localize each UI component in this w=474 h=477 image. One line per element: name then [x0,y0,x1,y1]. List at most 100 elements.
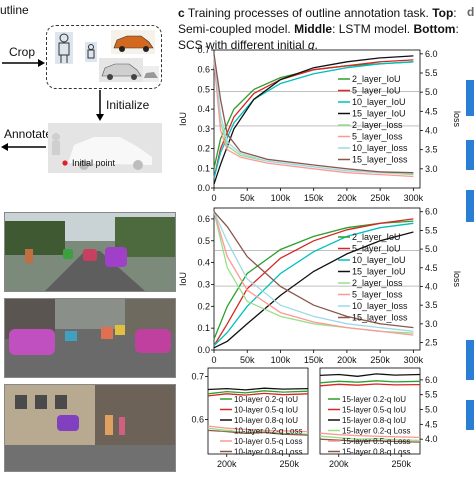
series-line [319,432,421,439]
crop-arrow [2,59,45,67]
x-tick-label: 250k [391,459,411,469]
y-tick-label: 0.2 [197,301,210,311]
legend-entry: 2_layer_loss [352,278,403,288]
y2-tick-label: 5.5 [425,68,438,78]
series-line [319,373,421,377]
y-tick-label: 0.3 [197,279,210,289]
y2-tick-label: 4.5 [425,106,438,116]
legend-entry: 10_layer_IoU [352,255,406,265]
y-tick-label: 0.0 [197,183,210,193]
legend-entry: 15-layer 0.8-q IoU [342,416,406,425]
y2-tick-label: 5.5 [425,225,438,235]
chart-bottom-left: 200k 250k 0.6 0.7 10-layer 0.2-q IoU 10-layer… [178,360,314,477]
y-tick-label: 0.5 [197,236,210,246]
legend-entry: 10-layer 0.5-q IoU [234,406,298,415]
legend-entry: 15_layer_IoU [352,267,406,277]
y2-axis-label: loss [452,111,462,128]
legend-entry: 15_layer_IoU [352,109,406,119]
series-line [213,231,414,349]
legend-entry: 15-layer 0.2-q Loss [342,427,410,436]
legend-entry: 10_layer_loss [352,301,408,311]
legend-entry: 5_layer_loss [352,290,403,300]
chart-middle-svg: 0 50k 100k 150k 200k 250k 300k 0.0 0.1 0.2 0.3 0.4 0… [178,207,462,365]
legend-entry: 2_layer_IoU [352,232,401,242]
legend-entry: 15-layer 0.8-q Loss [342,448,410,457]
y-tick-label: 0.3 [197,124,210,134]
series-line [319,438,421,443]
x-tick-label: 150k [304,193,324,203]
x-tick-label: 100k [271,193,291,203]
y-tick-label: 4.5 [425,419,438,429]
x-tick-label: 250k [370,193,390,203]
y2-tick-label: 2.5 [425,338,438,348]
y-axis-label: IoU [178,112,188,126]
series-line [213,218,414,346]
plot-frame [213,207,421,351]
x-tick-label: 250k [370,355,390,365]
series-line [213,222,414,347]
y2-tick-label: 3.0 [425,319,438,329]
x-tick-label: 300k [404,193,424,203]
series-line [213,55,414,185]
legend-entry: 2_layer_IoU [352,74,401,84]
x-tick-label: 200k [337,193,357,203]
legend-entry: 5_layer_IoU [352,86,401,96]
series-line [319,383,421,387]
y-tick-label: 0.1 [197,163,210,173]
chart-middle: 0 50k 100k 150k 200k 250k 300k 0.0 0.1 0.2 0.3 0.4 0… [178,204,462,371]
chart-top-svg: 0 50k 100k 150k 200k 250k 300k 0.0 0.1 0.2 0.3 0.4 0… [178,45,462,203]
series-line [207,425,309,433]
initial-shape-illustration [52,133,152,170]
y2-tick-label: 4.0 [425,126,438,136]
legend-entry: 10_layer_IoU [352,97,406,107]
caption-letter: c [178,6,185,20]
y2-axis-label: loss [452,271,462,288]
plot-frame [207,367,309,455]
series-line [207,429,309,436]
y-tick-label: 0.4 [197,258,210,268]
legend-entry: 5_layer_loss [352,132,403,142]
series-line [213,211,414,332]
legend-entry: 10-layer 0.8-q Loss [234,448,302,457]
initial-point-label: Initial point [72,158,116,168]
caption-top-label: Top [432,6,454,20]
x-tick-label: 200k [337,355,357,365]
y-tick-label: 0.6 [197,214,210,224]
y-tick-label: 0.6 [191,415,204,425]
y-tick-label: 0.0 [197,345,210,355]
y-tick-label: 5.5 [425,390,438,400]
y2-tick-label: 6.0 [425,49,438,59]
initialize-arrow [96,90,104,121]
series-line [207,392,309,397]
x-tick-label: 150k [304,355,324,365]
series-line [207,387,309,391]
y-tick-label: 0.7 [191,372,204,382]
caption-line2a: Semi-coupled model. [178,22,291,36]
series-line [213,53,414,174]
series-line [213,61,414,178]
legend-entry: 10-layer 0.2-q Loss [234,427,302,436]
y2-tick-label: 3.0 [425,164,438,174]
x-tick-label: 50k [240,193,255,203]
series-line [207,390,309,395]
x-tick-label: 200k [329,459,349,469]
legend-entry: 10_layer_loss [352,143,408,153]
y-tick-label: 0.5 [197,84,210,94]
series-line [213,211,414,336]
chart-bottom-left-svg: 200k 250k 0.6 0.7 10-layer 0.2-q IoU 10-layer… [191,367,309,469]
panel-d-letter: d [467,5,474,19]
legend-entry: 10-layer 0.2-q IoU [234,395,298,404]
y2-tick-label: 4.5 [425,263,438,273]
street-photo-2 [4,298,176,378]
y2-tick-label: 3.5 [425,145,438,155]
initial-point-marker [62,160,68,166]
y2-tick-label: 3.5 [425,300,438,310]
legend-entry: 15_layer_loss [352,313,408,323]
initialization-box: Initial point [48,123,162,173]
street-photo-1 [4,212,176,292]
crop-label: Crop [9,45,36,59]
legend-entry: 10-layer 0.8-q IoU [234,416,298,425]
caption-q: q [307,38,315,52]
annotate-arrow [1,143,46,151]
y-tick-label: 0.4 [197,104,210,114]
